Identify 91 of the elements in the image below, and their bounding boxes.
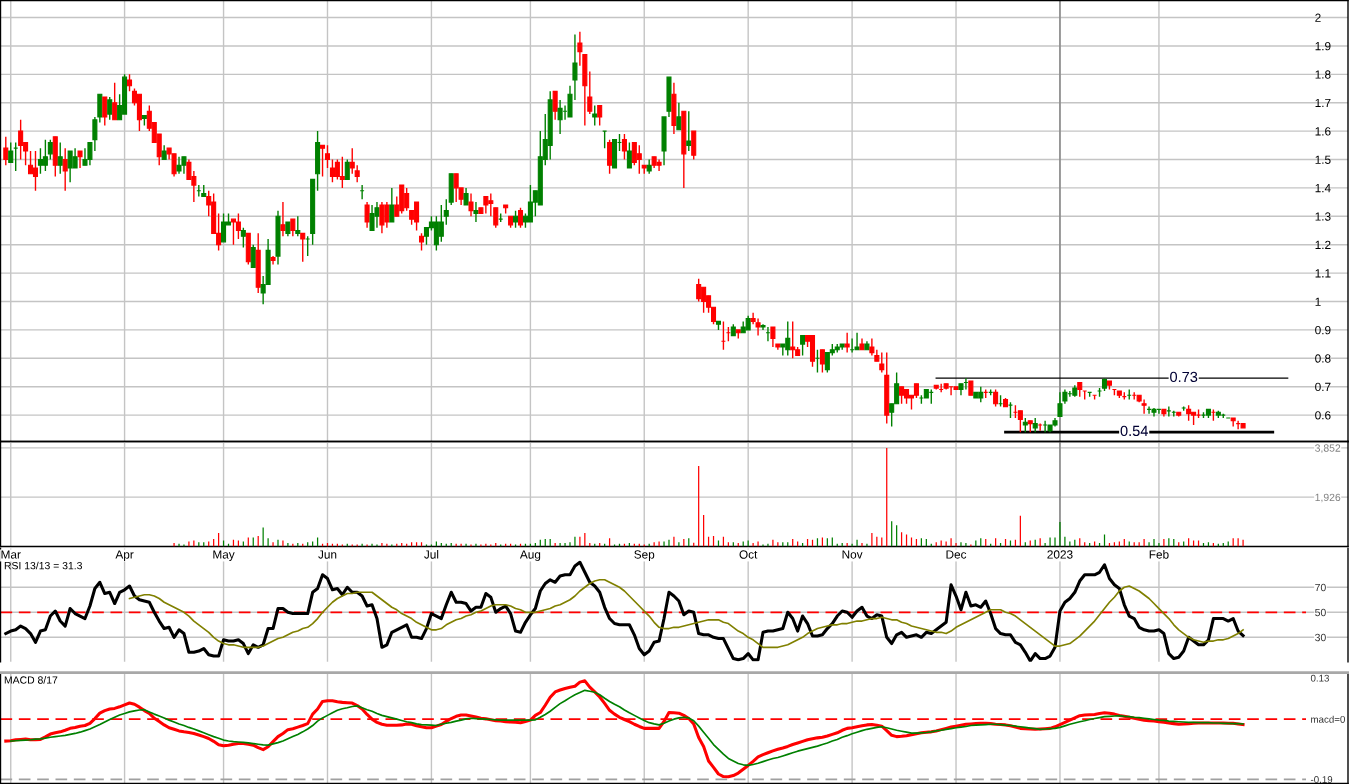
candlestick bbox=[250, 244, 256, 269]
candlestick bbox=[1017, 410, 1023, 433]
y-tick-label: 0.8 bbox=[1315, 354, 1331, 363]
y-tick-label: 50 bbox=[1315, 608, 1326, 617]
y-tick-label: 0.6 bbox=[1315, 411, 1331, 420]
candlestick bbox=[235, 212, 241, 240]
candlestick bbox=[790, 320, 796, 359]
candlestick bbox=[112, 82, 118, 121]
y-tick-label: macd=0 bbox=[1311, 715, 1345, 723]
candlestick bbox=[676, 102, 682, 131]
candlestick bbox=[102, 96, 108, 127]
candlestick bbox=[339, 155, 345, 189]
candlestick bbox=[42, 138, 48, 172]
candlestick bbox=[3, 136, 9, 166]
x-tick-label: Mar bbox=[1, 550, 21, 559]
x-tick-label: Aug bbox=[519, 550, 541, 561]
candlestick bbox=[597, 104, 603, 127]
candlestick bbox=[364, 201, 370, 229]
candlestick bbox=[592, 104, 598, 127]
x-tick-label: Dec bbox=[946, 550, 967, 559]
y-tick-label: 1.4 bbox=[1315, 184, 1331, 193]
candlestick bbox=[636, 144, 642, 175]
candlestick bbox=[57, 141, 63, 175]
candlestick bbox=[770, 326, 776, 348]
y-tick-label: 1.2 bbox=[1315, 240, 1331, 249]
y-tick-label: 1.8 bbox=[1315, 70, 1331, 79]
candlestick bbox=[77, 150, 83, 169]
y-tick-label: 1.5 bbox=[1315, 155, 1331, 164]
candlestick bbox=[438, 204, 444, 243]
candlestick bbox=[854, 332, 860, 351]
candlestick bbox=[879, 351, 885, 374]
text: RSI 13/13 = 31.3 bbox=[4, 561, 82, 570]
y-tick-label: 1.9 bbox=[1315, 41, 1331, 51]
y-tick-label: 1.6 bbox=[1315, 127, 1331, 136]
x-tick-label: Apr bbox=[115, 550, 134, 561]
candlestick bbox=[320, 144, 326, 178]
line-series bbox=[128, 578, 1244, 649]
x-tick-label: Nov bbox=[842, 550, 863, 559]
candlestick bbox=[8, 141, 14, 164]
candlestick bbox=[324, 144, 331, 169]
candlestick bbox=[443, 198, 449, 226]
candlestick bbox=[18, 119, 24, 161]
candlestick bbox=[62, 147, 68, 192]
candlestick bbox=[32, 150, 39, 192]
candlestick bbox=[369, 204, 375, 232]
y-tick-label: 70 bbox=[1315, 583, 1326, 592]
candlestick bbox=[517, 207, 524, 229]
y-tick-label: 1 bbox=[1315, 297, 1321, 306]
candlestick bbox=[473, 201, 479, 223]
candlestick bbox=[626, 141, 632, 169]
y-tick-label: 0.13 bbox=[1310, 674, 1329, 682]
candlestick bbox=[468, 192, 474, 218]
candlestick bbox=[552, 90, 558, 121]
candlestick bbox=[686, 110, 692, 152]
candlestick bbox=[844, 332, 850, 354]
y-tick-label: 1.1 bbox=[1315, 269, 1331, 278]
candlestick bbox=[621, 133, 627, 161]
y-tick-label: -0.19 bbox=[1310, 776, 1333, 783]
y-tick-label: 1.7 bbox=[1315, 98, 1331, 108]
line-series bbox=[9, 689, 1244, 767]
candlestick bbox=[240, 226, 246, 249]
y-tick-label: 0.7 bbox=[1315, 382, 1331, 392]
y-tick-label: 0.9 bbox=[1315, 325, 1331, 335]
candlestick bbox=[47, 138, 53, 161]
candlestick bbox=[344, 158, 350, 181]
y-tick-label: 2 bbox=[1315, 13, 1321, 22]
chart-title: MACD 8/17 bbox=[4, 676, 58, 684]
x-tick-label: May bbox=[213, 550, 235, 561]
y-tick-label: 1.3 bbox=[1315, 212, 1331, 221]
x-tick-label: Sep bbox=[634, 550, 655, 561]
y-tick-label: 1,926 bbox=[1315, 493, 1341, 503]
candlestick bbox=[280, 201, 286, 237]
candlestick bbox=[557, 99, 563, 135]
x-tick-label: Jun bbox=[318, 550, 337, 559]
line-series bbox=[4, 560, 1245, 662]
candlestick bbox=[607, 138, 613, 175]
x-tick-label: Jul bbox=[424, 549, 439, 559]
candlestick bbox=[379, 201, 385, 235]
y-tick-label: 30 bbox=[1315, 633, 1326, 642]
candlestick bbox=[696, 278, 702, 303]
candlestick bbox=[819, 349, 825, 374]
candlestick bbox=[221, 212, 227, 243]
candlestick bbox=[295, 215, 301, 237]
candlestick bbox=[107, 96, 113, 121]
x-tick-label: Oct bbox=[739, 550, 758, 559]
candlestick bbox=[72, 147, 78, 169]
candlestick bbox=[800, 334, 806, 357]
y-tick-label: 3,852 bbox=[1315, 444, 1341, 453]
candlestick bbox=[389, 187, 395, 223]
candlestick bbox=[28, 150, 34, 175]
candlestick bbox=[300, 232, 306, 263]
